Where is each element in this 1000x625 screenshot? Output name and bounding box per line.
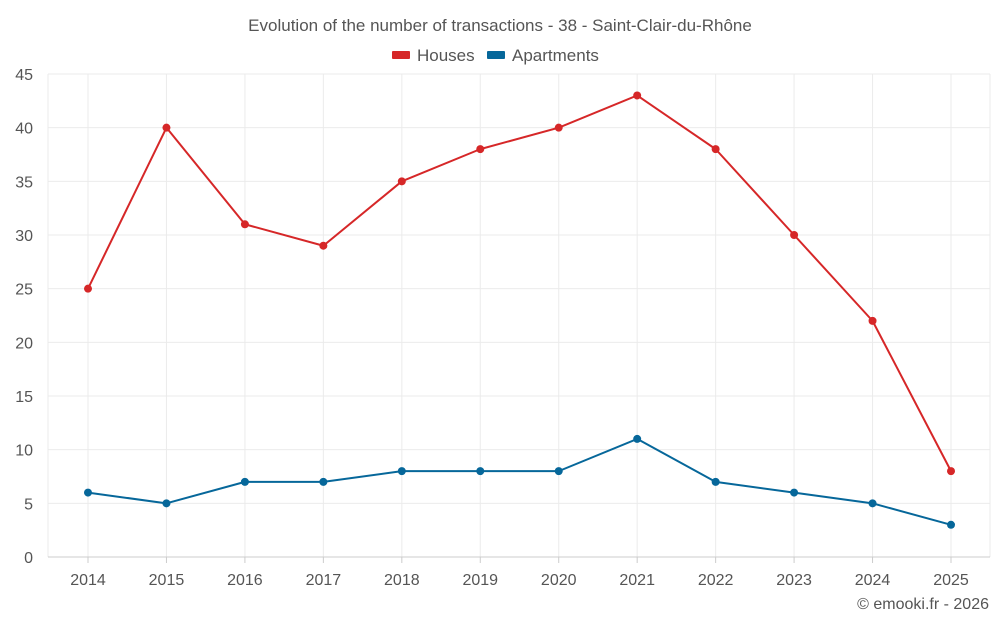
x-tick-label: 2020: [541, 572, 577, 589]
legend-label-apartments: Apartments: [512, 46, 599, 65]
data-point-apartments[interactable]: [241, 478, 249, 486]
series-lines: [88, 95, 951, 524]
legend-label-houses: Houses: [417, 46, 475, 65]
x-tick-label: 2023: [776, 572, 812, 589]
data-point-houses[interactable]: [319, 242, 327, 250]
credit-text: © emooki.fr - 2026: [857, 596, 989, 613]
x-tick-label: 2024: [855, 572, 891, 589]
series-line-houses: [88, 95, 951, 471]
x-gridlines: [48, 74, 990, 557]
data-point-houses[interactable]: [633, 91, 641, 99]
y-tick-label: 5: [24, 496, 33, 513]
data-point-apartments[interactable]: [869, 499, 877, 507]
x-tick-label: 2022: [698, 572, 734, 589]
x-tick-label: 2014: [70, 572, 106, 589]
x-tick-label: 2015: [149, 572, 185, 589]
y-tick-label: 20: [15, 335, 33, 352]
data-point-apartments[interactable]: [712, 478, 720, 486]
y-tick-label: 45: [15, 67, 33, 84]
series-points: [84, 91, 955, 528]
y-tick-label: 35: [15, 174, 33, 191]
x-tick-label: 2016: [227, 572, 263, 589]
data-point-apartments[interactable]: [947, 521, 955, 529]
y-tick-label: 15: [15, 389, 33, 406]
legend: Houses Apartments: [392, 46, 599, 65]
data-point-apartments[interactable]: [555, 467, 563, 475]
data-point-houses[interactable]: [476, 145, 484, 153]
x-tick-label: 2018: [384, 572, 420, 589]
x-tick-label: 2025: [933, 572, 969, 589]
y-axis-ticks: 0 5 10 15 20 25 30 35 40 45: [15, 67, 33, 567]
legend-swatch-apartments: [487, 51, 505, 59]
y-tick-label: 25: [15, 282, 33, 299]
data-point-apartments[interactable]: [84, 489, 92, 497]
y-tick-label: 0: [24, 550, 33, 567]
data-point-apartments[interactable]: [398, 467, 406, 475]
legend-swatch-houses: [392, 51, 410, 59]
data-point-apartments[interactable]: [319, 478, 327, 486]
legend-item-houses[interactable]: Houses: [392, 46, 475, 65]
y-tick-label: 30: [15, 228, 33, 245]
data-point-houses[interactable]: [84, 285, 92, 293]
data-point-houses[interactable]: [947, 467, 955, 475]
x-tick-label: 2021: [619, 572, 655, 589]
y-tick-label: 40: [15, 121, 33, 138]
data-point-houses[interactable]: [162, 124, 170, 132]
data-point-houses[interactable]: [398, 177, 406, 185]
y-tick-label: 10: [15, 443, 33, 460]
x-tick-label: 2017: [306, 572, 342, 589]
data-point-houses[interactable]: [869, 317, 877, 325]
data-point-houses[interactable]: [241, 220, 249, 228]
data-point-apartments[interactable]: [633, 435, 641, 443]
data-point-houses[interactable]: [555, 124, 563, 132]
data-point-apartments[interactable]: [476, 467, 484, 475]
line-chart: Evolution of the number of transactions …: [0, 0, 1000, 625]
chart-title: Evolution of the number of transactions …: [248, 16, 752, 35]
x-axis-ticks: 2014 2015 2016 2017 2018 2019 2020 2021 2022 2023…: [70, 557, 969, 589]
series-line-apartments: [88, 439, 951, 525]
legend-item-apartments[interactable]: Apartments: [487, 46, 599, 65]
data-point-apartments[interactable]: [790, 489, 798, 497]
data-point-apartments[interactable]: [162, 499, 170, 507]
data-point-houses[interactable]: [790, 231, 798, 239]
data-point-houses[interactable]: [712, 145, 720, 153]
x-tick-label: 2019: [462, 572, 498, 589]
